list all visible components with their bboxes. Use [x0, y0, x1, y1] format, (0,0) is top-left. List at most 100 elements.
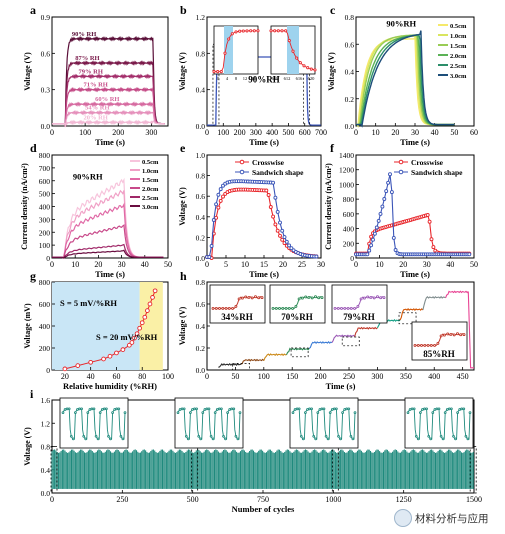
legend-label: Crosswise: [252, 158, 285, 167]
x-tick-label: 40: [141, 260, 149, 269]
inset-point: [304, 295, 308, 299]
data-point: [120, 347, 126, 352]
data-point: [271, 180, 276, 185]
x-tick-label: 350: [400, 372, 412, 381]
panel-d: 0 10 20 30 40 500100200300400500600700800Time…: [20, 141, 172, 279]
inset-tick-label: 16: [252, 76, 257, 81]
x-tick-label: 500: [282, 128, 294, 137]
y-tick-label: 0.3: [41, 86, 51, 95]
y-tick-label: 0.6: [345, 40, 355, 49]
step-segment: [422, 295, 446, 311]
data-point: [284, 239, 289, 244]
legend-label: 2.5cm: [450, 63, 467, 70]
x-tick-label: 150: [286, 372, 298, 381]
inset-point: [92, 407, 96, 411]
inset-point: [339, 437, 342, 441]
data-point: [137, 325, 142, 331]
zoom-box: [398, 312, 417, 325]
data-point: [211, 218, 216, 222]
data-point: [129, 340, 135, 345]
series-label: 87% RH: [75, 55, 99, 62]
step-segment: [308, 340, 333, 349]
inset-point: [447, 407, 451, 411]
y-tick-label: 0: [46, 254, 50, 263]
high-slope-region: [139, 282, 163, 370]
inset-point: [332, 407, 336, 411]
y-tick-label: 400: [343, 225, 355, 234]
inset-tick-label: 612: [284, 76, 291, 81]
inset-tick-label: 8: [235, 76, 238, 81]
low-slope-region: [52, 282, 140, 370]
inset-point: [271, 306, 275, 310]
inset-point: [193, 407, 196, 411]
cycle-band: [51, 449, 474, 489]
inset-point: [301, 437, 305, 441]
inset-point: [441, 437, 445, 441]
inset-point: [318, 408, 322, 411]
inset-point: [230, 32, 234, 36]
data-point: [374, 225, 379, 230]
inset-point: [366, 295, 370, 299]
panel-letter: f: [330, 141, 335, 155]
y-tick-label: 600: [39, 300, 51, 309]
inset-point: [416, 343, 420, 347]
inset-point: [427, 434, 431, 438]
y-tick-label: 700: [39, 164, 51, 173]
inset-point: [466, 437, 470, 441]
inset-point: [439, 434, 443, 438]
data-point: [62, 366, 68, 372]
inset-point: [219, 70, 223, 74]
inset-point: [238, 29, 242, 33]
legend-label: 3.0cm: [450, 73, 467, 80]
y-tick-label: 0.6: [196, 192, 206, 201]
data-point: [280, 237, 285, 242]
inset-cycles: [289, 397, 359, 449]
inset-point: [443, 411, 447, 414]
inset-point: [269, 29, 273, 33]
x-tick-label: 60: [112, 372, 120, 381]
legend-label: Crosswise: [411, 158, 444, 167]
inset-point: [337, 434, 340, 438]
series-3.0cm: [356, 30, 455, 128]
x-tick-label: 100: [79, 128, 91, 137]
series-label: 79% RH: [79, 68, 103, 75]
inset-point: [306, 408, 309, 411]
y-tick-label: 400: [39, 322, 51, 331]
x-tick-label: 10: [241, 260, 249, 269]
y-tick-label: 600: [343, 210, 355, 219]
panel-letter: b: [180, 3, 187, 17]
zoom-box: [331, 446, 339, 494]
inset-point: [276, 29, 280, 33]
inset-point: [102, 407, 106, 411]
inset-point: [274, 306, 278, 310]
inset-point: [63, 408, 67, 411]
y-tick-label: 0.6: [196, 300, 206, 309]
inset-point: [74, 411, 77, 414]
inset-point: [76, 408, 79, 411]
inset-point: [240, 296, 244, 300]
y-tick-label: 1400: [339, 151, 354, 160]
x-axis-label: Time (s): [95, 137, 125, 147]
inset-70%RH: 70%RH: [269, 284, 326, 324]
y-tick-label: 1.0: [196, 151, 206, 160]
x-tick-label: 100: [217, 128, 229, 137]
inset-point: [238, 411, 242, 414]
inset-point: [298, 61, 302, 65]
inset-point: [86, 411, 90, 414]
data-point: [388, 172, 392, 177]
panel-a: 0 100 200 300 0.0 0.3 0.6 0.9 Time (s) Voltage (V…: [23, 3, 169, 147]
inset-point: [307, 295, 311, 299]
inset-line: [335, 296, 385, 309]
x-tick-label: 30: [423, 260, 431, 269]
inset-point: [273, 29, 277, 33]
inset-point: [281, 306, 285, 310]
x-axis-label: Time (s): [249, 137, 279, 147]
inset-point: [347, 407, 351, 411]
y-tick-label: 0.2: [196, 233, 206, 242]
y-tick-label: 100: [39, 241, 51, 250]
inset-point: [234, 304, 238, 308]
panel-h: 0 50 100 150 200 250 300 350 400 450 0.0 0.2 0.4 0.6 0…: [178, 269, 475, 391]
panel-letter: c: [330, 3, 336, 17]
x-axis-label: Time (s): [326, 381, 356, 391]
